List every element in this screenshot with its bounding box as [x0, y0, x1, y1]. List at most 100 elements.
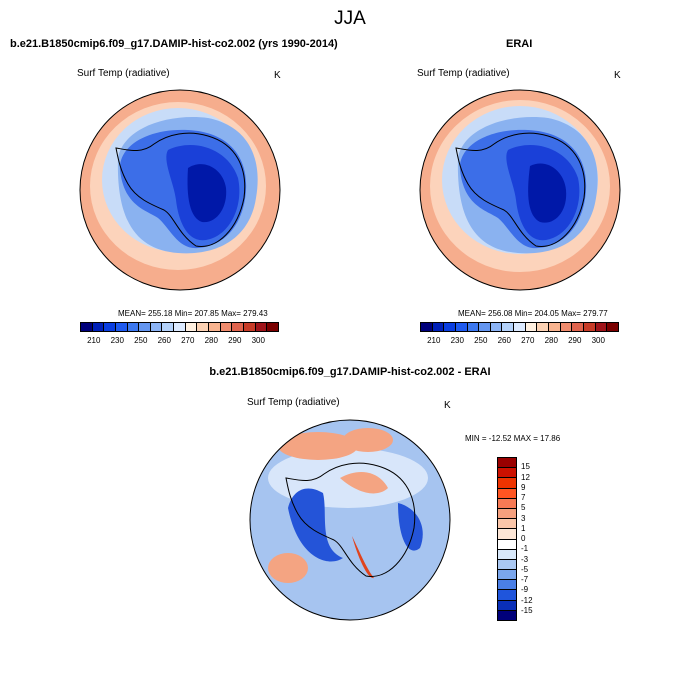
colorbar-tick-label: 290	[568, 336, 582, 345]
panel-2-colorbar	[420, 322, 619, 332]
colorbar-swatch	[220, 323, 233, 331]
colorbar-tick-label: -1	[521, 544, 529, 554]
colorbar-tick-label: 290	[228, 336, 242, 345]
panel-3-map-border	[249, 419, 451, 621]
colorbar-swatch	[498, 570, 516, 581]
panel-1-colorbar	[80, 322, 279, 332]
colorbar-tick-label: -7	[521, 575, 529, 584]
colorbar-swatch	[549, 323, 561, 331]
colorbar-swatch	[498, 468, 516, 479]
colorbar-tick-label: 7	[521, 493, 526, 502]
panel-2-title: ERAI	[506, 38, 533, 50]
colorbar-tick-label: -12	[521, 595, 533, 605]
colorbar-swatch	[162, 323, 175, 331]
panel-3-cold-anomaly-east	[398, 503, 423, 551]
colorbar-swatch	[150, 323, 163, 331]
colorbar-tick-label: 280	[544, 336, 558, 345]
colorbar-swatch	[537, 323, 550, 331]
colorbar-tick-label: 250	[134, 336, 148, 345]
colorbar-tick-label: 0	[521, 534, 526, 543]
colorbar-swatch	[498, 580, 516, 591]
panel-3-units-label: K	[444, 400, 451, 411]
colorbar-swatch	[174, 323, 186, 331]
colorbar-tick-label: 230	[450, 336, 464, 345]
colorbar-swatch	[502, 323, 515, 331]
colorbar-tick-label: 300	[251, 336, 265, 345]
panel-2-map-border	[419, 89, 621, 291]
colorbar-tick-label: 15	[521, 462, 530, 472]
colorbar-tick-label: 270	[521, 336, 535, 345]
panel-1-polar-map	[79, 89, 281, 291]
panel-3-polar-map	[249, 419, 451, 621]
figure-title: JJA	[334, 8, 366, 29]
colorbar-swatch	[498, 488, 516, 499]
colorbar-tick-label: 300	[591, 336, 605, 345]
colorbar-swatch	[498, 508, 516, 520]
colorbar-tick-label: 1	[521, 523, 526, 533]
colorbar-swatch	[498, 478, 516, 489]
panel-3-warm-anomaly-north	[278, 432, 358, 460]
colorbar-swatch	[607, 323, 618, 331]
colorbar-swatch	[104, 323, 116, 331]
colorbar-tick-label: 270	[181, 336, 195, 345]
colorbar-swatch	[498, 549, 516, 560]
colorbar-swatch	[595, 323, 608, 331]
panel-3-coastline	[285, 462, 416, 577]
colorbar-tick-label: 5	[521, 503, 526, 513]
panel-2-units-label: K	[614, 70, 621, 81]
colorbar-swatch	[498, 600, 516, 611]
panel-3-warm-anomaly-interior	[340, 472, 388, 494]
colorbar-swatch	[243, 323, 256, 331]
colorbar-swatch	[514, 323, 526, 331]
panel-2-polar-map	[419, 89, 621, 291]
colorbar-tick-label: 250	[474, 336, 488, 345]
colorbar-swatch	[185, 323, 198, 331]
colorbar-swatch	[267, 323, 278, 331]
panel-1-map-border	[79, 89, 281, 291]
colorbar-swatch	[421, 323, 433, 331]
colorbar-swatch	[490, 323, 503, 331]
panel-3-title: b.e21.B1850cmip6.f09_g17.DAMIP-hist-co2.…	[209, 366, 491, 378]
colorbar-swatch	[455, 323, 468, 331]
colorbar-swatch	[560, 323, 573, 331]
colorbar-swatch	[498, 519, 516, 530]
colorbar-swatch	[115, 323, 128, 331]
colorbar-tick-label: 280	[204, 336, 218, 345]
colorbar-swatch	[197, 323, 210, 331]
colorbar-swatch	[444, 323, 456, 331]
panel-1-colorbar-ticks: 210 230 250 260 270 280 290 300	[82, 336, 270, 345]
colorbar-swatch	[209, 323, 221, 331]
colorbar-swatch	[498, 458, 516, 469]
panel-3-cold-anomaly-west	[288, 488, 343, 562]
panel-1-stats: MEAN= 255.18 Min= 207.85 Max= 279.43	[118, 309, 268, 318]
colorbar-swatch	[467, 323, 480, 331]
colorbar-swatch	[498, 559, 516, 571]
colorbar-swatch	[232, 323, 244, 331]
panel-3-stats: MIN = -12.52 MAX = 17.86	[465, 434, 561, 443]
colorbar-tick-label: 230	[110, 336, 124, 345]
colorbar-swatch	[81, 323, 93, 331]
panel-2-stats: MEAN= 256.08 Min= 204.05 Max= 279.77	[458, 309, 608, 318]
colorbar-tick-label: 260	[497, 336, 511, 345]
panel-2-variable-label: Surf Temp (radiative)	[417, 68, 510, 79]
colorbar-swatch	[525, 323, 538, 331]
colorbar-tick-label: 260	[157, 336, 171, 345]
colorbar-swatch	[498, 590, 516, 601]
panel-3-colorbar-ticks: 15 12 9 7 5 3 1 0 -1 -3 -5 -7 -9 -12 -15	[521, 457, 551, 621]
panel-1-variable-label: Surf Temp (radiative)	[77, 68, 170, 79]
colorbar-swatch	[498, 610, 516, 620]
colorbar-tick-label: -9	[521, 585, 529, 595]
colorbar-swatch	[498, 539, 516, 550]
colorbar-tick-label: 9	[521, 482, 526, 492]
colorbar-tick-label: 3	[521, 513, 526, 523]
panel-3-variable-label: Surf Temp (radiative)	[247, 397, 340, 408]
colorbar-swatch	[498, 498, 516, 509]
panel-3-warm-anomaly-northeast	[343, 428, 393, 452]
colorbar-tick-label: -15	[521, 605, 533, 615]
colorbar-tick-label: 12	[521, 472, 530, 482]
colorbar-swatch	[498, 529, 516, 540]
colorbar-swatch	[92, 323, 105, 331]
panel-2-plateau	[528, 163, 567, 223]
colorbar-swatch	[255, 323, 268, 331]
colorbar-tick-label: 210	[87, 336, 101, 345]
